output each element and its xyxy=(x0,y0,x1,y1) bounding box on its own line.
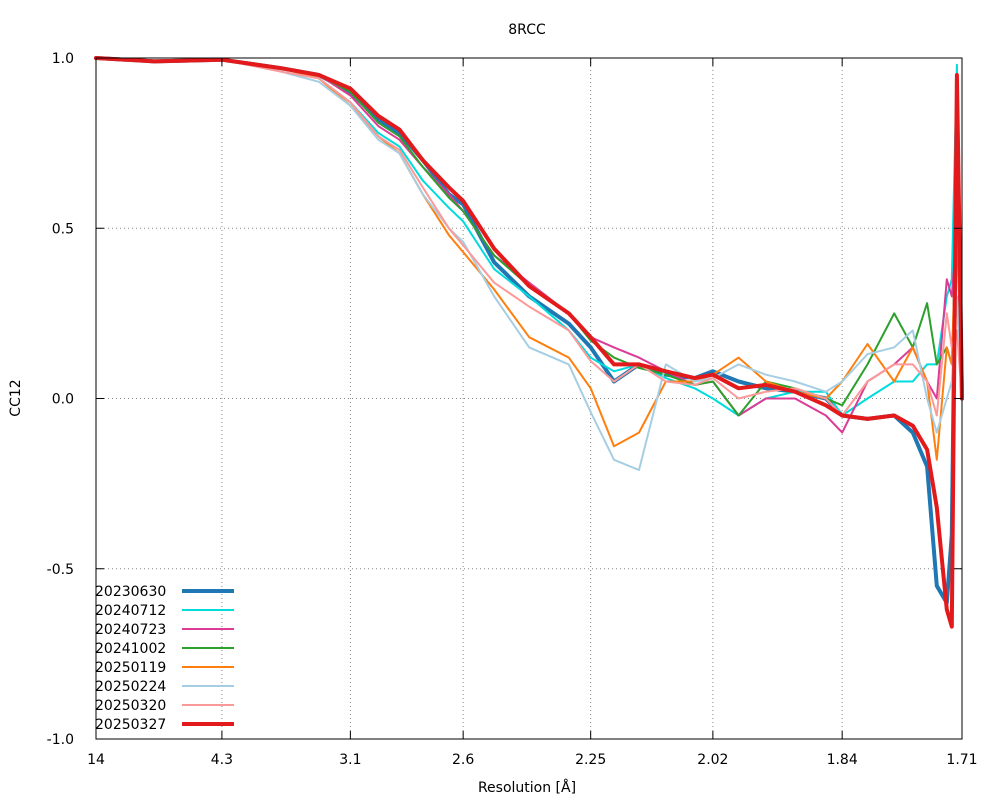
series-line-20241002 xyxy=(95,57,963,417)
series-lines xyxy=(94,56,964,629)
legend-label-20250327: 20250327 xyxy=(95,717,166,733)
series-line-20240712 xyxy=(95,57,963,417)
series-line-20250320 xyxy=(95,57,963,417)
series-line-20250224 xyxy=(95,57,963,471)
x-tick-label: 2.02 xyxy=(697,752,728,768)
x-axis-label: Resolution [Å] xyxy=(478,779,576,796)
series-line-20230630 xyxy=(94,56,964,605)
x-tick-label: 1.84 xyxy=(827,752,858,768)
series-line-20240723 xyxy=(95,57,963,434)
x-tick-label: 3.1 xyxy=(339,752,361,768)
grid xyxy=(95,57,963,740)
y-tick-label: 0.0 xyxy=(52,392,74,408)
legend-label-20240723: 20240723 xyxy=(95,622,166,638)
chart-title: 8RCC xyxy=(508,22,546,38)
x-tick-label: 2.25 xyxy=(575,752,606,768)
y-tick-label: -0.5 xyxy=(47,562,74,578)
y-axis-label: CC12 xyxy=(8,379,24,416)
x-tick-label: 4.3 xyxy=(211,752,233,768)
legend-label-20250320: 20250320 xyxy=(95,698,166,714)
legend-label-20230630: 20230630 xyxy=(95,584,166,600)
x-tick-label: 2.6 xyxy=(452,752,474,768)
legend: 20230630 20240712 20240723 20241002 20250119… xyxy=(95,584,234,733)
y-tick-label: 1.0 xyxy=(52,51,74,67)
axis-ticks: 14 4.3 3.1 2.6 2.25 2.02 1.84 1.71 1.0 0.5 0.0 -0.5… xyxy=(47,51,978,768)
x-tick-label: 1.71 xyxy=(946,752,977,768)
series-line-20250327 xyxy=(94,56,964,629)
legend-label-20240712: 20240712 xyxy=(95,603,166,619)
x-tick-label: 14 xyxy=(87,752,105,768)
legend-label-20250119: 20250119 xyxy=(95,660,166,676)
y-tick-label: 0.5 xyxy=(52,221,74,237)
legend-label-20250224: 20250224 xyxy=(95,679,166,695)
y-tick-label: -1.0 xyxy=(47,732,74,748)
legend-label-20241002: 20241002 xyxy=(95,641,166,657)
